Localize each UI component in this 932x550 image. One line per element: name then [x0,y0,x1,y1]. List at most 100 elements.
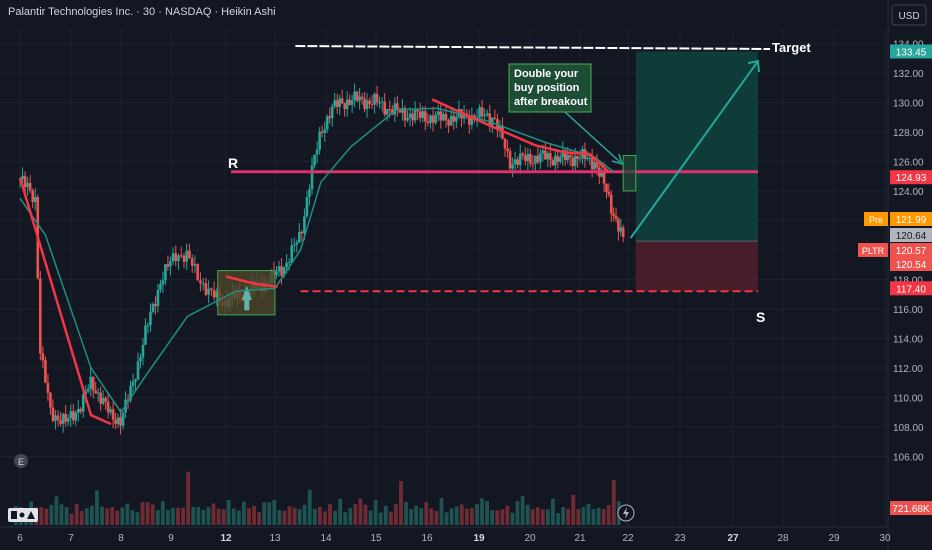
resistance-label: R [228,155,238,171]
price-badge: 133.45 [890,44,932,59]
candle-body [536,155,540,163]
y-tick-label: 130.00 [893,98,924,109]
candle-body [31,190,34,202]
volume-bar [216,508,221,525]
chart-title: Palantir Technologies Inc. · 30 · NASDAQ… [8,6,276,18]
target-line [295,45,771,50]
candle-body [491,117,494,126]
volume-bar [267,502,272,525]
candle-body [455,116,458,122]
svg-text:E: E [18,457,24,467]
volume-bar [368,510,373,525]
candle-body [111,409,115,420]
volume-bar [130,510,135,525]
volume-bar [561,507,565,525]
candle-body [586,158,589,160]
x-tick-label: 19 [473,533,485,544]
candle-body [521,153,525,156]
candle-body [353,91,356,101]
candle-body [210,288,213,291]
candle-body [413,109,417,121]
y-tick-label: 124.00 [893,187,924,198]
volume-bar [231,508,236,525]
candle-body [365,100,369,109]
volume-bar [160,501,165,525]
volume-bar [211,503,216,525]
candle-body [305,197,309,217]
volume-bar [181,507,185,525]
candle-body [323,129,327,133]
x-tick-label: 9 [168,533,174,544]
volume-bar [505,505,510,525]
candle-body [201,283,205,285]
y-tick-label: 132.00 [893,69,924,80]
volume-bar [287,506,292,525]
candle-body [295,242,299,245]
volume-bar [318,507,322,525]
candle-body [442,113,445,121]
candle-body [96,392,100,394]
y-tick-label: 118.00 [893,275,923,286]
price-badge-bg [890,257,932,271]
volume-bar [459,504,464,525]
candle-body [139,357,142,362]
candle-body [551,160,555,166]
volume-bar [378,512,383,525]
candle-body [576,156,579,160]
candle-body [561,150,565,158]
currency-button[interactable]: USD [891,4,927,26]
tv-logo[interactable] [8,508,38,522]
volume-bar [292,507,297,525]
price-badge-bg [890,170,932,185]
candle-body [398,109,402,113]
note-box[interactable]: Double your buy position after breakout [508,63,592,113]
x-tick-label: 12 [220,533,232,544]
candle-body [383,101,386,115]
x-tick-label: 28 [777,533,789,544]
volume-bar [282,510,287,525]
volume-bar [95,490,99,525]
candle-body [81,394,85,412]
price-badge-label: 721.68K [892,504,930,515]
candle-body [193,264,197,266]
candle-body [126,399,130,401]
candle-body [89,376,93,389]
candle-body [185,250,189,262]
candle-body [41,353,45,361]
earnings-icon[interactable]: E [14,454,28,468]
volume-bar [135,512,140,525]
volume-bar [242,501,246,525]
candle-body [66,418,70,422]
candle-body [529,153,532,164]
volume-bar [383,505,388,525]
volume-bar [297,509,302,525]
bolt-icon[interactable] [617,504,635,522]
volume-bar [252,505,256,525]
volume-bar [191,506,196,525]
x-tick-label: 30 [879,533,891,544]
candle-body [280,266,283,276]
candle-body [101,398,105,404]
heikin-ma-segment [18,177,112,426]
candle-body [114,419,117,424]
volume-bar [348,508,353,525]
candle-body [61,413,65,424]
volume-bar [439,498,444,525]
candle-body [285,262,288,268]
price-badge: 120.64 [890,228,932,242]
heikin-ma-segment [431,98,610,173]
volume-bar [69,513,74,525]
volume-bar [540,509,545,525]
candle-body [531,163,535,165]
y-tick-label: 114.00 [893,334,923,345]
candle-body [393,103,397,115]
x-tick-label: 22 [622,533,634,544]
volume-bar [110,507,115,525]
candle-body [416,109,419,112]
candle-body [51,407,55,422]
price-badge-bg [890,212,932,226]
candle-body [196,264,199,281]
candle-body [282,267,286,276]
candle-body [320,131,324,133]
